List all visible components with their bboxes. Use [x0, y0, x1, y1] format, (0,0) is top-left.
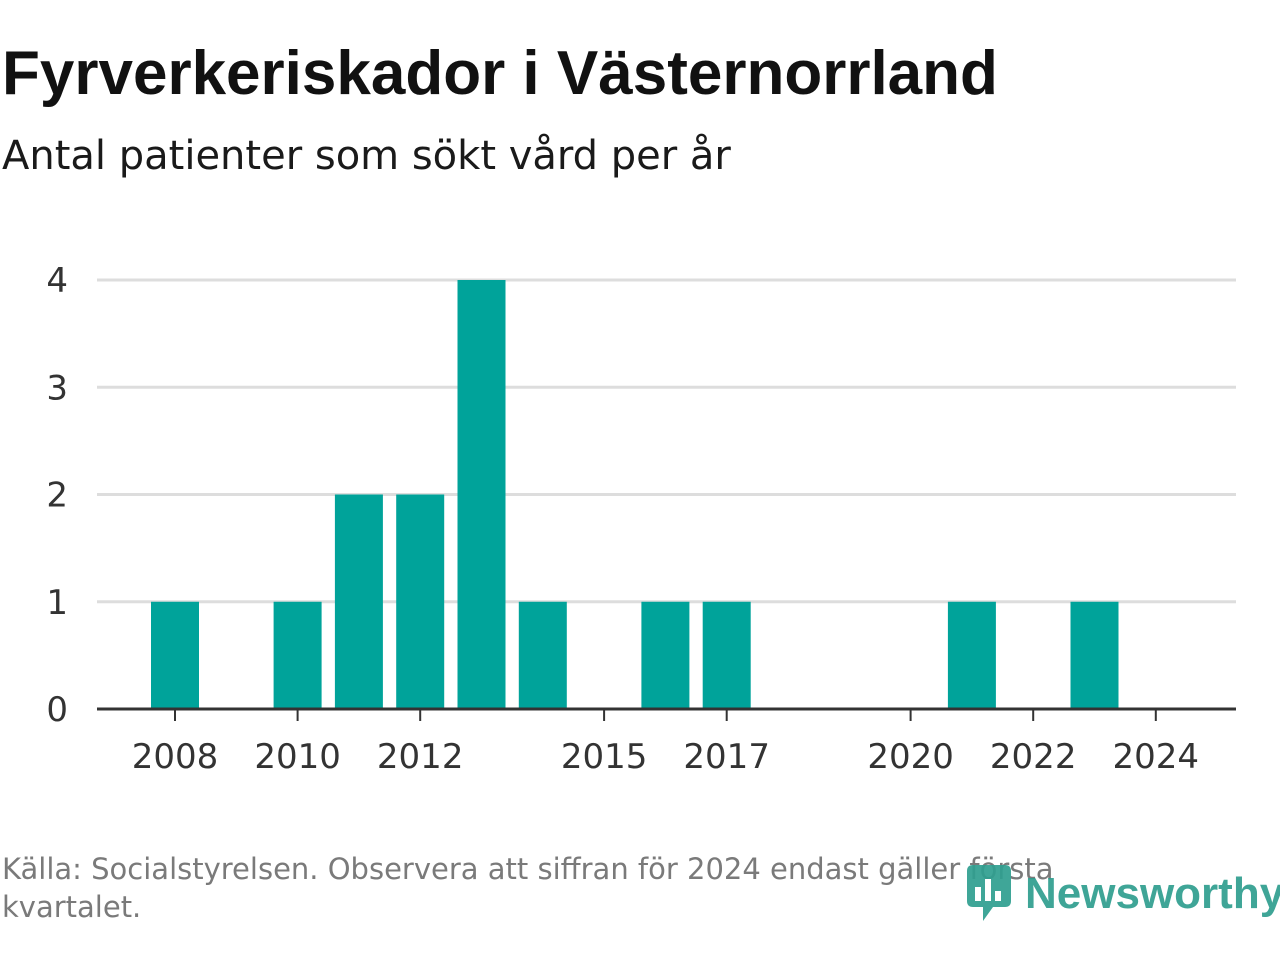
y-tick-label-0: 0 — [46, 690, 68, 730]
bar-2012 — [396, 494, 445, 709]
bar-2023 — [1070, 601, 1119, 709]
bar-2014 — [518, 601, 567, 709]
newsworthy-logo[interactable]: Newsworthy — [963, 862, 1280, 926]
x-tick-label-2020: 2020 — [867, 737, 954, 777]
x-tick-label-2017: 2017 — [683, 737, 770, 777]
chart-subtitle: Antal patienter som sökt vård per år — [2, 133, 731, 179]
x-tick-label-2012: 2012 — [377, 737, 464, 777]
bar-2016 — [641, 601, 690, 709]
bar-2011 — [334, 494, 383, 709]
x-tick-label-2008: 2008 — [132, 737, 219, 777]
y-tick-label-3: 3 — [46, 368, 68, 408]
bars — [151, 280, 1119, 709]
source-note: Källa: Socialstyrelsen. Observera att si… — [2, 852, 1054, 924]
chart-title: Fyrverkeriskador i Västernorrland — [2, 39, 998, 108]
newsworthy-logo-icon — [967, 865, 1011, 921]
bar-2017 — [702, 601, 751, 709]
y-tick-label-1: 1 — [46, 583, 68, 623]
x-tick-label-2010: 2010 — [254, 737, 341, 777]
brand-name: Newsworthy — [1025, 869, 1280, 918]
x-tick-label-2022: 2022 — [990, 737, 1077, 777]
bar-2010 — [273, 601, 322, 709]
bar-2008 — [151, 601, 199, 709]
axes: 0 1 2 3 4 2008 2010 2012 2015 2017 2020 2022 2024 — [46, 261, 1236, 777]
bar-chart: 0 1 2 3 4 2008 2010 2012 2015 2017 2020 2022 2024 — [46, 261, 1236, 777]
gridlines — [97, 278, 1236, 604]
bar-2021 — [947, 601, 996, 709]
y-tick-label-2: 2 — [46, 476, 68, 516]
y-tick-label-4: 4 — [46, 261, 68, 301]
x-tick-label-2024: 2024 — [1113, 737, 1200, 777]
x-tick-label-2015: 2015 — [561, 737, 648, 777]
bar-2013 — [457, 280, 506, 709]
